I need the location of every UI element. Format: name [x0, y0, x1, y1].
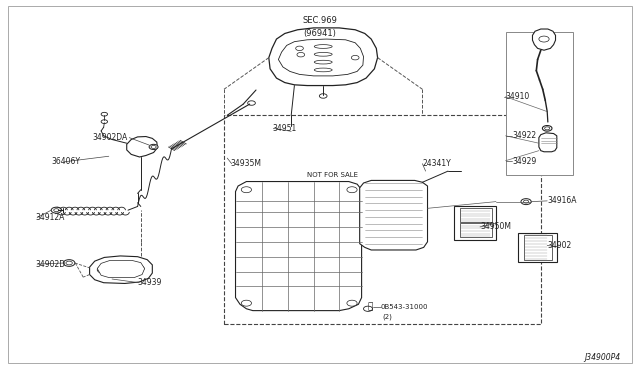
Circle shape — [131, 265, 144, 272]
Text: (2): (2) — [382, 314, 392, 320]
Text: 0B543-31000: 0B543-31000 — [381, 304, 428, 310]
Circle shape — [248, 101, 255, 105]
Circle shape — [101, 112, 108, 116]
Text: 34902D: 34902D — [35, 260, 65, 269]
Circle shape — [51, 207, 61, 213]
Circle shape — [151, 145, 156, 148]
Ellipse shape — [314, 45, 332, 48]
Circle shape — [241, 300, 252, 306]
Polygon shape — [90, 256, 152, 283]
Polygon shape — [539, 133, 557, 152]
Bar — [454, 206, 496, 240]
Polygon shape — [127, 137, 157, 157]
Circle shape — [289, 130, 294, 133]
Text: 34950M: 34950M — [480, 222, 511, 231]
Circle shape — [524, 200, 529, 203]
Polygon shape — [278, 39, 364, 76]
Bar — [506, 32, 573, 175]
Ellipse shape — [314, 52, 332, 56]
Text: J34900P4: J34900P4 — [585, 353, 621, 362]
Text: (96941): (96941) — [303, 29, 337, 38]
Circle shape — [241, 187, 252, 193]
Circle shape — [545, 127, 550, 130]
Text: 34902: 34902 — [547, 241, 572, 250]
Circle shape — [347, 300, 357, 306]
Circle shape — [521, 199, 531, 205]
Circle shape — [351, 55, 359, 60]
Polygon shape — [236, 182, 362, 311]
Text: 34935M: 34935M — [230, 159, 261, 168]
Circle shape — [539, 36, 549, 42]
Circle shape — [66, 261, 72, 265]
Bar — [518, 232, 557, 262]
Text: NOT FOR SALE: NOT FOR SALE — [307, 172, 358, 178]
Text: 34910: 34910 — [506, 92, 530, 101]
Text: 34922: 34922 — [512, 131, 536, 140]
Circle shape — [319, 94, 327, 98]
Text: Ⓢ: Ⓢ — [367, 302, 372, 311]
Polygon shape — [360, 180, 428, 250]
Text: 34929: 34929 — [512, 157, 536, 166]
Text: 34951: 34951 — [272, 124, 296, 133]
Circle shape — [364, 306, 372, 311]
Text: 24341Y: 24341Y — [422, 159, 451, 168]
Circle shape — [54, 209, 59, 212]
Bar — [524, 235, 552, 260]
Text: 34912A: 34912A — [35, 213, 65, 222]
Ellipse shape — [314, 68, 332, 72]
Circle shape — [296, 46, 303, 51]
Bar — [460, 208, 492, 222]
Bar — [460, 223, 492, 237]
Ellipse shape — [314, 60, 332, 64]
Polygon shape — [269, 28, 378, 86]
Circle shape — [297, 52, 305, 57]
Polygon shape — [532, 29, 556, 50]
Circle shape — [63, 260, 75, 266]
Circle shape — [149, 144, 158, 150]
Text: SEC.969: SEC.969 — [303, 16, 337, 25]
Polygon shape — [97, 260, 145, 278]
Circle shape — [97, 266, 110, 273]
Circle shape — [287, 125, 295, 129]
Text: 36406Y: 36406Y — [51, 157, 80, 166]
Circle shape — [101, 120, 108, 124]
Text: 34902DA: 34902DA — [93, 133, 128, 142]
Bar — [224, 115, 541, 324]
Text: 34916A: 34916A — [547, 196, 577, 205]
Text: 34939: 34939 — [138, 278, 162, 287]
Circle shape — [347, 187, 357, 193]
